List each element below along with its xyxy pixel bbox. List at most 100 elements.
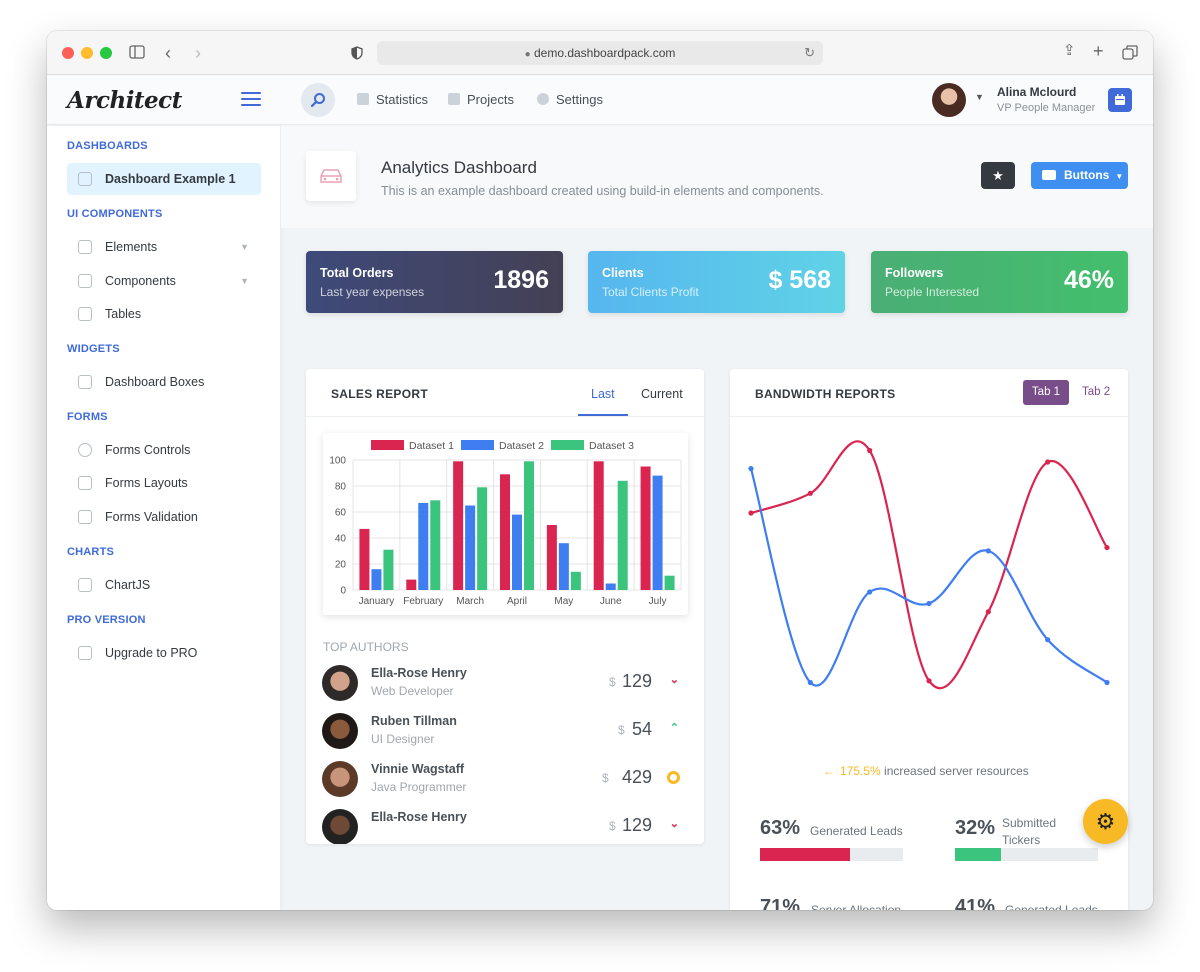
bandwidth-reports-title: BANDWIDTH REPORTS — [755, 387, 896, 401]
user-role: VP People Manager — [997, 102, 1096, 114]
progress-label: Submitted Tickers — [1002, 816, 1057, 847]
forward-icon[interactable]: › — [195, 43, 201, 63]
nav-settings[interactable]: Settings — [537, 92, 603, 107]
progress-label: Server Allocation — [811, 903, 902, 910]
calendar-button[interactable] — [1108, 88, 1132, 112]
stat-value: $ 568 — [768, 266, 831, 294]
app-logo[interactable]: Architect — [67, 87, 182, 114]
sidebar-item-forms-layouts[interactable]: Forms Layouts — [67, 467, 261, 499]
zoom-window-button[interactable] — [100, 47, 112, 59]
section-charts: CHARTS — [67, 546, 115, 558]
page-title: Analytics Dashboard — [381, 158, 537, 177]
address-bar[interactable]: ● demo.dashboardpack.com ↻ — [377, 41, 823, 65]
y-tick-label: 0 — [340, 586, 346, 597]
lock-icon: ● — [524, 49, 531, 60]
legend-label: Dataset 2 — [499, 440, 544, 452]
tabs-overview-icon[interactable] — [1122, 45, 1138, 60]
bar — [453, 461, 464, 590]
author-role: UI Designer — [371, 732, 435, 746]
data-point — [867, 589, 873, 595]
sidebar-item-label: Upgrade to PRO — [105, 646, 198, 660]
bar — [664, 575, 675, 590]
bandwidth-line-chart — [748, 440, 1110, 690]
data-point — [867, 447, 873, 454]
bar-chart-svg: 0 20 40 60 80 100 January February March April May… — [329, 440, 682, 607]
author-row: Vinnie Wagstaff Java Programmer $ 429 — [322, 759, 682, 799]
sidebar-item-forms-controls[interactable]: Forms Controls — [67, 434, 261, 466]
hamburger-menu-icon[interactable] — [241, 92, 261, 106]
sidebar-item-chartjs[interactable]: ChartJS — [67, 569, 261, 601]
bar — [546, 525, 557, 590]
author-avatar — [322, 665, 358, 701]
user-menu-chevron-icon[interactable]: ▼ — [975, 92, 984, 102]
sidebar-toggle-icon[interactable] — [129, 45, 145, 59]
favorite-button[interactable]: ★ — [981, 162, 1015, 189]
progress-value: 63% — [760, 817, 801, 839]
share-icon[interactable]: ⇪ — [1063, 42, 1076, 59]
bar — [558, 543, 569, 590]
main-content: Analytics Dashboard This is an example d… — [281, 126, 1153, 910]
sidebar-item-elements[interactable]: Elements ▼ — [67, 231, 261, 263]
trend-up-icon: ⌃ — [669, 722, 679, 734]
chevron-down-icon: ▼ — [240, 242, 249, 252]
shield-icon[interactable] — [351, 46, 363, 60]
edit-icon — [448, 93, 460, 105]
sidebar-item-dashboard-example-1[interactable]: Dashboard Example 1 — [67, 163, 261, 195]
top-authors-heading: TOP AUTHORS — [323, 640, 409, 654]
author-currency: $ — [609, 675, 616, 689]
search-button[interactable] — [301, 83, 335, 117]
theme-settings-button[interactable]: ⚙ — [1083, 799, 1128, 844]
star-icon: ★ — [992, 168, 1004, 183]
back-icon[interactable]: ‹ — [165, 43, 171, 63]
sidebar-item-upgrade-to-pro[interactable]: Upgrade to PRO — [67, 637, 261, 669]
sales-report-title: SALES REPORT — [331, 387, 428, 401]
series-line — [750, 440, 1108, 690]
reload-icon[interactable]: ↻ — [804, 45, 815, 60]
tab-last[interactable]: Last — [591, 387, 615, 401]
buttons-dropdown[interactable]: Buttons ▼ — [1031, 162, 1128, 189]
close-window-button[interactable] — [62, 47, 74, 59]
tab-2-button[interactable]: Tab 2 — [1082, 386, 1111, 398]
sidebar-item-forms-validation[interactable]: Forms Validation — [67, 501, 261, 533]
bar — [477, 487, 488, 590]
trend-down-icon: ⌄ — [669, 674, 679, 686]
new-tab-icon[interactable]: + — [1093, 41, 1104, 61]
user-avatar[interactable] — [932, 83, 966, 117]
progress-label: Generated Leads — [1005, 903, 1098, 910]
x-tick-label: January — [359, 596, 395, 607]
legend-swatch — [551, 440, 584, 450]
author-row: Ella-Rose Henry Web Developer $ 129 ⌄ — [322, 663, 682, 703]
bar — [406, 579, 417, 590]
author-amount: 429 — [621, 767, 652, 787]
progress-value: 41% — [955, 896, 996, 910]
sidebar-item-components[interactable]: Components ▼ — [67, 265, 261, 297]
author-avatar — [322, 809, 358, 844]
y-tick-label: 20 — [335, 560, 347, 571]
sidebar-item-tables[interactable]: Tables — [67, 298, 261, 330]
data-point — [1045, 637, 1051, 643]
y-tick-label: 60 — [335, 508, 347, 519]
minimize-window-button[interactable] — [81, 47, 93, 59]
tab-current[interactable]: Current — [641, 387, 683, 401]
browser-window: ‹ › ● demo.dashboardpack.com ↻ ⇪ + Archi… — [47, 31, 1153, 910]
stat-value: 46% — [1063, 266, 1114, 294]
bar — [512, 514, 522, 590]
author-amount: 54 — [631, 719, 652, 739]
bar — [465, 505, 476, 590]
sidebar-item-dashboard-boxes[interactable]: Dashboard Boxes — [67, 366, 261, 398]
tab-1-button[interactable]: Tab 1 — [1023, 380, 1069, 405]
y-tick-label: 100 — [329, 456, 346, 467]
nav-settings-label: Settings — [556, 92, 603, 107]
nav-projects-label: Projects — [467, 92, 514, 107]
caret-down-icon: ▼ — [1115, 172, 1124, 181]
nav-statistics[interactable]: Statistics — [357, 92, 428, 107]
nav-projects[interactable]: Projects — [448, 92, 514, 107]
author-amount: 129 — [621, 671, 652, 691]
progress-value: 32% — [955, 817, 996, 839]
bar — [617, 480, 628, 590]
legend-label: Dataset 1 — [409, 440, 454, 452]
author-avatar — [322, 761, 358, 797]
nav-statistics-label: Statistics — [376, 92, 429, 107]
author-role: Java Programmer — [371, 780, 467, 794]
data-point — [985, 548, 991, 554]
